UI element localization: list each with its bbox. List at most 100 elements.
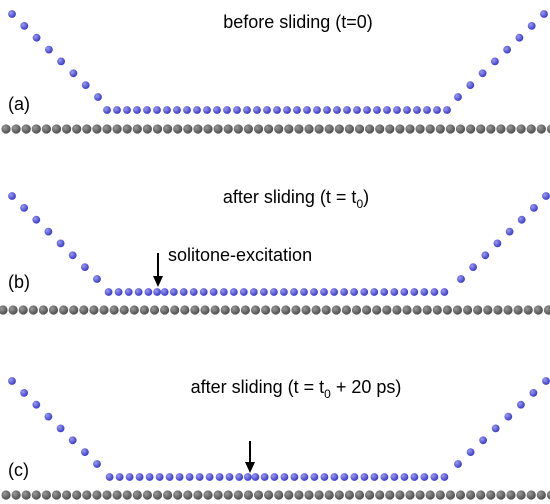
adsorbate-atom xyxy=(32,33,41,42)
adsorbate-atom xyxy=(280,288,288,296)
adsorbate-atom xyxy=(243,473,252,481)
substrate-atom xyxy=(264,490,274,500)
panel-c-title: after sliding (t = t0 + 20 ps) xyxy=(191,377,402,401)
adsorbate-atom xyxy=(273,106,281,114)
substrate-atom xyxy=(422,305,432,315)
adsorbate-atom xyxy=(81,448,89,456)
adsorbate-atom xyxy=(175,473,184,481)
adsorbate-atom xyxy=(253,106,261,114)
substrate-atom xyxy=(341,305,351,315)
adsorbate-atom xyxy=(94,93,102,101)
adsorbate-atom xyxy=(213,106,221,114)
adsorbate-atom xyxy=(493,239,502,248)
substrate-atom xyxy=(385,490,395,500)
substrate-atom xyxy=(526,124,536,134)
adsorbate-atom xyxy=(195,473,204,481)
adsorbate-atom xyxy=(390,288,399,296)
adsorbate-atom xyxy=(239,288,248,296)
adsorbate-atom xyxy=(81,263,89,271)
adsorbate-atom xyxy=(529,389,538,397)
substrate-atom xyxy=(455,124,466,134)
adsorbate-atom xyxy=(124,288,133,296)
adsorbate-atom xyxy=(333,106,341,114)
adsorbate-atom xyxy=(68,436,77,445)
adsorbate-atom xyxy=(44,227,53,236)
substrate-atom xyxy=(294,490,304,500)
substrate-atom xyxy=(51,124,62,134)
panel-c-arrow xyxy=(245,441,255,473)
substrate-atom xyxy=(264,124,274,134)
substrate-atom xyxy=(72,490,82,500)
substrate-atom xyxy=(51,490,62,500)
substrate-atom xyxy=(1,124,11,134)
substrate-atom xyxy=(536,490,546,500)
adsorbate-atom xyxy=(32,400,41,409)
substrate-atom xyxy=(21,490,31,500)
adsorbate-atom xyxy=(370,288,379,296)
substrate-atom xyxy=(395,124,405,134)
adsorbate-atom xyxy=(134,288,143,296)
adsorbate-atom xyxy=(380,473,389,481)
substrate-atom xyxy=(129,305,139,315)
adsorbate-atom xyxy=(527,22,536,30)
substrate-atom xyxy=(271,305,281,315)
adsorbate-atom xyxy=(169,288,178,296)
adsorbate-atom xyxy=(542,377,550,385)
substrate-atom xyxy=(160,305,170,315)
substrate-atom xyxy=(483,305,493,315)
substrate-atom xyxy=(31,124,41,134)
adsorbate-atom xyxy=(57,57,65,66)
substrate-atom xyxy=(321,305,331,315)
substrate-atom xyxy=(362,305,372,315)
substrate-atom xyxy=(344,490,354,500)
adsorbate-atom xyxy=(410,288,419,296)
substrate-atom xyxy=(304,124,314,134)
adsorbate-atom xyxy=(219,288,228,296)
adsorbate-atom xyxy=(144,288,153,296)
adsorbate-atom xyxy=(32,215,41,224)
adsorbate-atom xyxy=(400,473,409,481)
substrate-atom xyxy=(62,490,72,500)
panel-b-substrate-chain xyxy=(0,305,550,315)
panel-a-substrate-chain xyxy=(1,124,550,134)
substrate-atom xyxy=(526,490,536,500)
panel-b-annotation: solitone-excitation xyxy=(168,245,312,265)
substrate-atom xyxy=(213,490,223,500)
substrate-atom xyxy=(82,124,92,134)
substrate-atom xyxy=(213,124,223,134)
adsorbate-atom xyxy=(410,473,419,481)
substrate-atom xyxy=(200,305,210,315)
adsorbate-atom xyxy=(20,204,28,212)
substrate-atom xyxy=(365,490,375,500)
adsorbate-atom xyxy=(243,106,251,114)
adsorbate-atom xyxy=(179,288,188,296)
substrate-atom xyxy=(442,305,452,315)
substrate-atom xyxy=(142,490,152,500)
substrate-atom xyxy=(496,124,506,134)
adsorbate-atom xyxy=(160,288,169,296)
substrate-atom xyxy=(112,490,122,500)
substrate-atom xyxy=(344,124,354,134)
panel-a-adsorbate-chain xyxy=(8,10,548,114)
substrate-atom xyxy=(240,305,250,315)
adsorbate-atom xyxy=(81,81,90,89)
substrate-atom xyxy=(354,124,365,134)
substrate-atom xyxy=(291,305,301,315)
substrate-atom xyxy=(132,124,142,134)
adsorbate-atom xyxy=(303,106,311,114)
substrate-atom xyxy=(533,305,543,315)
substrate-atom xyxy=(311,305,321,315)
adsorbate-atom xyxy=(313,106,321,114)
substrate-atom xyxy=(324,124,334,134)
adsorbate-atom xyxy=(420,288,429,296)
adsorbate-atom xyxy=(542,192,550,200)
substrate-atom xyxy=(543,305,550,315)
substrate-atom xyxy=(253,490,264,500)
substrate-atom xyxy=(112,124,122,134)
adsorbate-atom xyxy=(56,424,65,433)
substrate-atom xyxy=(334,124,344,134)
substrate-atom xyxy=(183,124,193,134)
adsorbate-atom xyxy=(491,57,499,66)
substrate-atom xyxy=(102,490,112,500)
substrate-atom xyxy=(31,490,41,500)
